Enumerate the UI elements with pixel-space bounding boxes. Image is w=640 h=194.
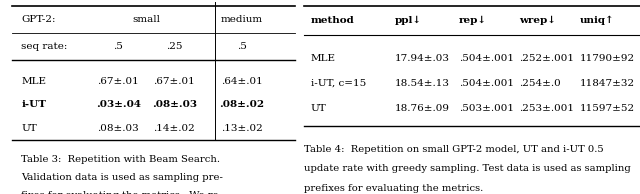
Text: Validation data is used as sampling pre-: Validation data is used as sampling pre- — [21, 173, 223, 182]
Text: i-UT: i-UT — [21, 100, 46, 109]
Text: .08±.02: .08±.02 — [220, 100, 264, 109]
Text: Table 3:  Repetition with Beam Search.: Table 3: Repetition with Beam Search. — [21, 155, 220, 164]
Text: .504±.001: .504±.001 — [458, 54, 513, 63]
Text: .14±.02: .14±.02 — [154, 124, 195, 133]
Text: small: small — [132, 15, 160, 24]
Text: prefixes for evaluating the metrics.: prefixes for evaluating the metrics. — [304, 184, 483, 193]
Text: 18.76±.09: 18.76±.09 — [395, 104, 450, 113]
Text: UT: UT — [21, 124, 37, 133]
Text: Table 4:  Repetition on small GPT-2 model, UT and i-UT 0.5: Table 4: Repetition on small GPT-2 model… — [304, 145, 604, 154]
Text: update rate with greedy sampling. Test data is used as sampling: update rate with greedy sampling. Test d… — [304, 164, 631, 173]
Text: UT: UT — [311, 104, 326, 113]
Text: ppl↓: ppl↓ — [395, 16, 422, 25]
Text: fixes for evaluating the metrics.  We re-: fixes for evaluating the metrics. We re- — [21, 191, 222, 194]
Text: .504±.001: .504±.001 — [458, 79, 513, 88]
Text: seq rate:: seq rate: — [21, 42, 67, 51]
Text: .503±.001: .503±.001 — [458, 104, 513, 113]
Text: .08±.03: .08±.03 — [152, 100, 196, 109]
Text: .253±.001: .253±.001 — [519, 104, 574, 113]
Text: wrep↓: wrep↓ — [519, 16, 556, 25]
Text: MLE: MLE — [21, 77, 46, 86]
Text: 11790±92: 11790±92 — [580, 54, 635, 63]
Text: uniq↑: uniq↑ — [580, 16, 614, 25]
Text: .08±.03: .08±.03 — [97, 124, 139, 133]
Text: .64±.01: .64±.01 — [221, 77, 263, 86]
Text: .03±.04: .03±.04 — [96, 100, 141, 109]
Text: .67±.01: .67±.01 — [97, 77, 139, 86]
Text: 11847±32: 11847±32 — [580, 79, 635, 88]
Text: .67±.01: .67±.01 — [154, 77, 195, 86]
Text: .252±.001: .252±.001 — [519, 54, 574, 63]
Text: i-UT, c=15: i-UT, c=15 — [311, 79, 366, 88]
Text: 11597±52: 11597±52 — [580, 104, 635, 113]
Text: 18.54±.13: 18.54±.13 — [395, 79, 450, 88]
Text: 17.94±.03: 17.94±.03 — [395, 54, 450, 63]
Text: .5: .5 — [113, 42, 124, 51]
Text: rep↓: rep↓ — [458, 16, 486, 25]
Text: .13±.02: .13±.02 — [221, 124, 263, 133]
Text: MLE: MLE — [311, 54, 336, 63]
Text: GPT-2:: GPT-2: — [21, 15, 56, 24]
Text: .254±.0: .254±.0 — [519, 79, 561, 88]
Text: method: method — [311, 16, 355, 25]
Text: .25: .25 — [166, 42, 182, 51]
Text: .5: .5 — [237, 42, 247, 51]
Text: medium: medium — [221, 15, 263, 24]
